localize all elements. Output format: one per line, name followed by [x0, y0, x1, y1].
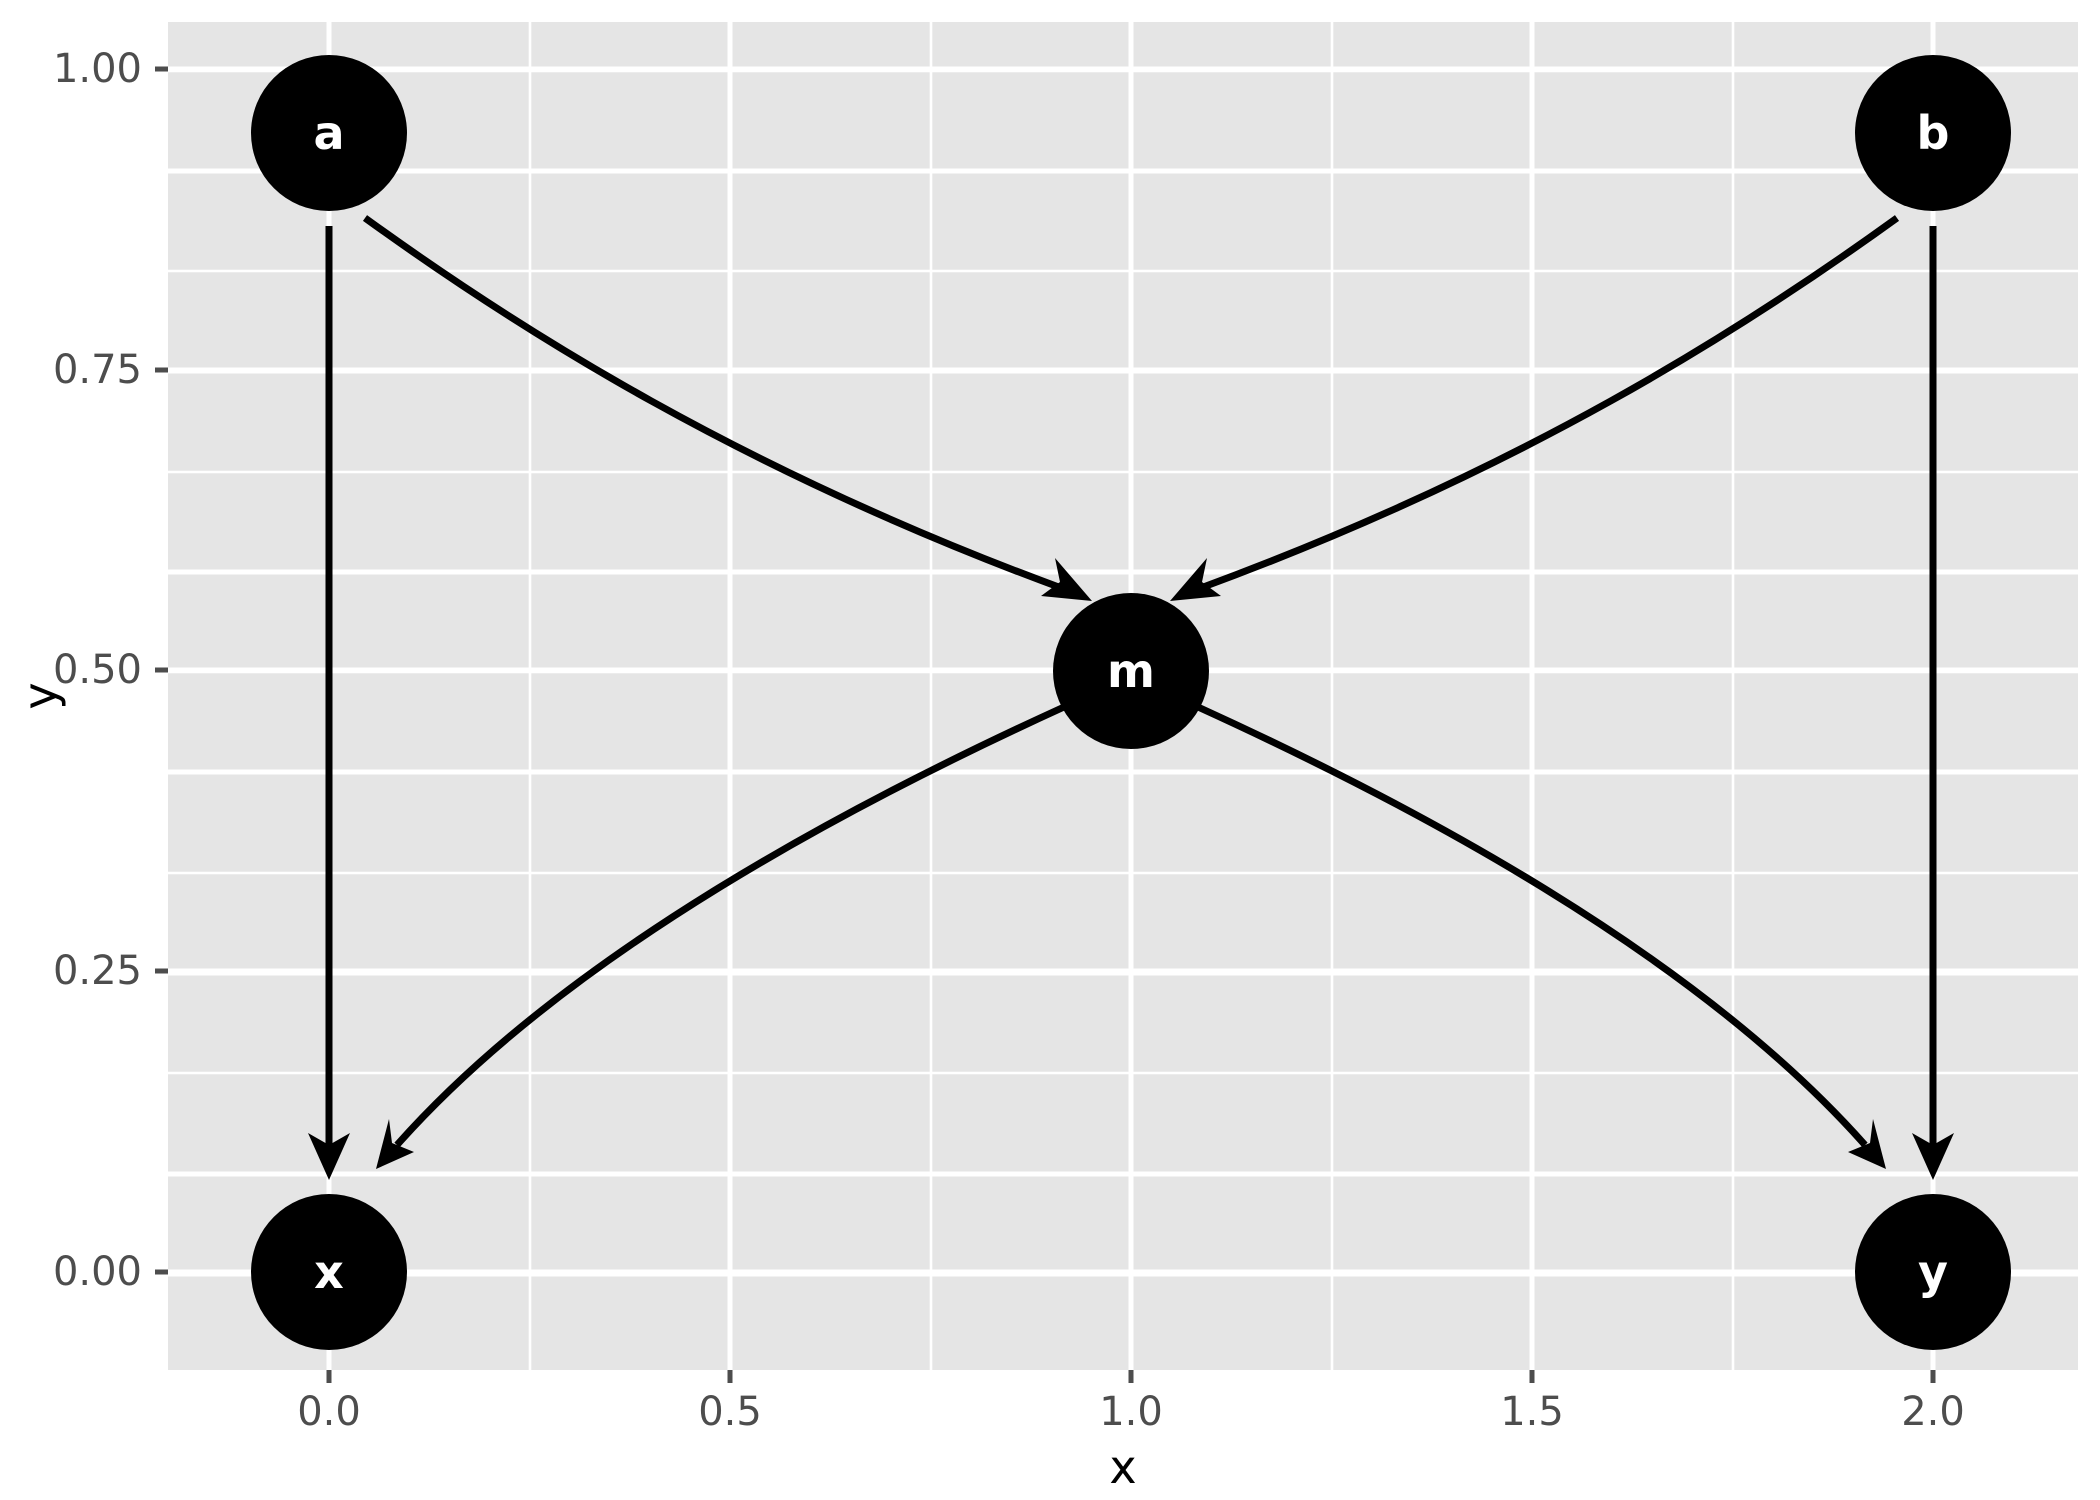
- edge-a-to-m: [362, 215, 1092, 601]
- arrowhead-b-to-y: [1912, 1133, 1954, 1180]
- node-b-circle[interactable]: [1855, 55, 2011, 211]
- node-y[interactable]: y: [1855, 1194, 2011, 1350]
- node-x[interactable]: x: [251, 1194, 407, 1350]
- x-tick-label-0: 0.0: [297, 1389, 361, 1435]
- x-axis-tick-marks: [326, 1370, 1936, 1383]
- edge-m-to-x: [376, 703, 1066, 1169]
- x-tick-label-4: 2.0: [1901, 1389, 1965, 1435]
- y-tick-label-3: 0.75: [53, 347, 142, 393]
- edge-a-to-x: [308, 226, 350, 1180]
- node-y-label: y: [1918, 1245, 1948, 1299]
- node-m-circle[interactable]: [1053, 593, 1209, 749]
- x-tick-label-2: 1.0: [1099, 1389, 1163, 1435]
- grid-minor-vertical: [528, 22, 1735, 1370]
- node-m-label: m: [1107, 644, 1155, 698]
- y-tick-label-4: 1.00: [53, 46, 142, 92]
- arrowhead-a-to-m: [1041, 558, 1092, 601]
- arrowhead-m-to-x: [376, 1119, 414, 1169]
- y-axis: 0.00 0.25 0.50 0.75 1.00 y: [13, 46, 168, 1295]
- node-b-label: b: [1917, 106, 1950, 160]
- node-x-circle[interactable]: [251, 1194, 407, 1350]
- y-tick-label-1: 0.25: [53, 948, 142, 994]
- node-x-label: x: [314, 1245, 344, 1299]
- edge-b-to-y: [1912, 226, 1954, 1180]
- edge-m-to-y: [1196, 703, 1886, 1169]
- node-a-circle[interactable]: [251, 55, 407, 211]
- arrowhead-b-to-m: [1170, 558, 1221, 601]
- node-a-label: a: [313, 106, 344, 160]
- node-y-circle[interactable]: [1855, 1194, 2011, 1350]
- x-axis-title: x: [1109, 1440, 1136, 1494]
- y-tick-label-0: 0.00: [53, 1249, 142, 1295]
- x-tick-label-1: 0.5: [698, 1389, 762, 1435]
- node-b[interactable]: b: [1855, 55, 2011, 211]
- dag-nodes: a b m x y: [251, 55, 2011, 1350]
- y-tick-label-2: 0.50: [53, 647, 142, 693]
- y-axis-title: y: [13, 682, 67, 709]
- x-axis: 0.0 0.5 1.0 1.5 2.0 x: [297, 1370, 1965, 1494]
- x-tick-label-3: 1.5: [1500, 1389, 1564, 1435]
- node-a[interactable]: a: [251, 55, 407, 211]
- edge-b-to-m: [1170, 215, 1900, 601]
- arrowhead-m-to-y: [1848, 1119, 1886, 1169]
- node-m[interactable]: m: [1053, 593, 1209, 749]
- y-axis-tick-marks: [155, 66, 168, 1275]
- dag-edges: [308, 215, 1954, 1180]
- arrowhead-a-to-x: [308, 1133, 350, 1180]
